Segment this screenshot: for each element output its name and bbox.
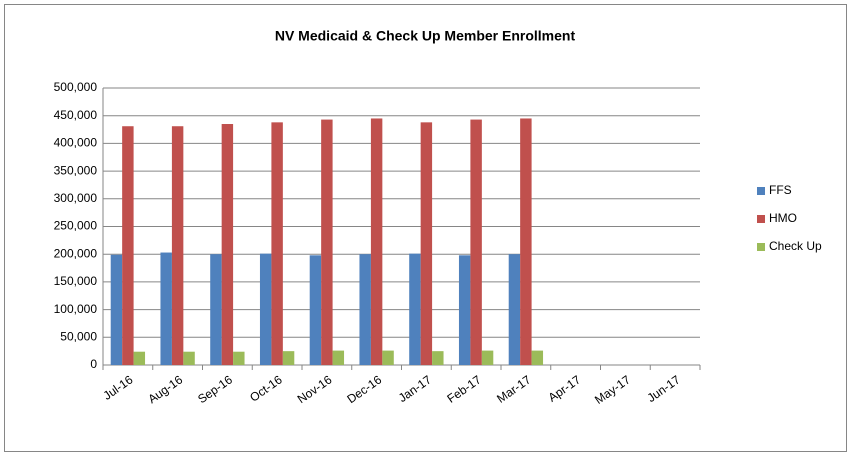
bar — [233, 351, 245, 365]
y-tick-label: 300,000 — [54, 191, 98, 205]
legend-swatch — [757, 187, 765, 195]
bar — [183, 351, 195, 365]
bar — [420, 122, 433, 366]
bar — [321, 119, 333, 365]
bar — [508, 254, 521, 365]
bar — [382, 350, 394, 365]
y-tick-label: 250,000 — [54, 219, 98, 233]
bar — [470, 119, 482, 365]
legend-label: FFS — [769, 183, 792, 197]
y-tick-label: 400,000 — [54, 136, 98, 150]
y-tick-label: 150,000 — [54, 274, 98, 288]
legend-label: HMO — [769, 211, 797, 225]
bar — [409, 253, 421, 365]
bar — [458, 255, 471, 365]
bar — [370, 118, 383, 365]
bar — [122, 126, 134, 365]
legend-label: Check Up — [769, 239, 822, 253]
bar — [309, 255, 322, 365]
bar — [520, 118, 532, 365]
y-tick-label: 500,000 — [54, 80, 98, 94]
bar — [531, 350, 544, 365]
y-tick-label: 200,000 — [54, 246, 98, 260]
bar — [332, 350, 345, 365]
bar — [432, 351, 444, 365]
bar — [282, 351, 295, 365]
y-tick-label: 50,000 — [60, 329, 97, 343]
bar — [171, 126, 184, 365]
bar — [221, 124, 234, 365]
bar — [259, 253, 272, 365]
bar — [210, 254, 222, 365]
chart-title: NV Medicaid & Check Up Member Enrollment — [275, 28, 576, 44]
y-tick-label: 450,000 — [54, 108, 98, 122]
bar — [110, 254, 123, 365]
bar — [160, 252, 172, 365]
y-tick-label: 0 — [90, 357, 97, 371]
bar — [359, 254, 371, 365]
bar — [271, 122, 283, 366]
y-tick-label: 100,000 — [54, 302, 98, 316]
bar — [481, 350, 494, 365]
y-tick-label: 350,000 — [54, 163, 98, 177]
legend-swatch — [757, 215, 765, 223]
bar — [133, 351, 146, 365]
legend-swatch — [757, 243, 765, 251]
